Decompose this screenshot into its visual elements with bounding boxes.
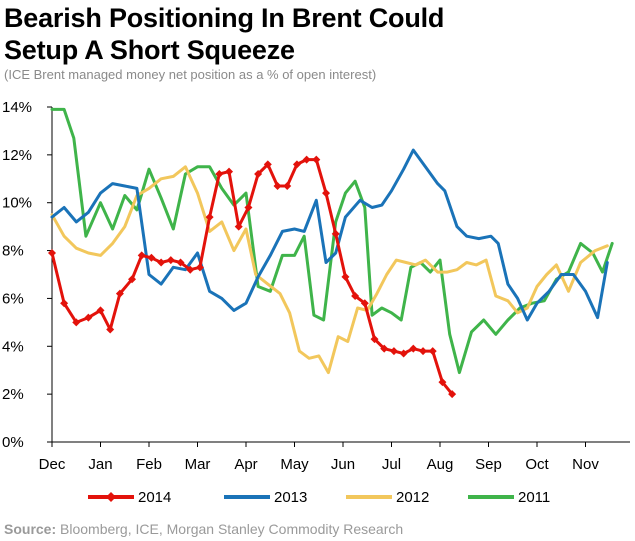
data-point-marker — [225, 167, 234, 176]
legend-item-2011: 2011 — [468, 489, 550, 506]
x-tick-label: Aug — [427, 456, 454, 473]
data-point-marker — [72, 318, 81, 327]
series-2013 — [50, 148, 609, 322]
data-point-marker — [399, 349, 408, 358]
data-point-marker — [389, 347, 398, 356]
data-point-marker — [302, 155, 311, 164]
legend-item-2013: 2013 — [224, 489, 307, 506]
data-point-marker — [254, 170, 263, 178]
data-point-marker — [263, 160, 272, 169]
data-point-marker — [292, 160, 301, 169]
data-point-marker — [60, 299, 69, 308]
legend-item-2014: 2014 — [88, 489, 171, 506]
series-line-2012 — [50, 165, 609, 375]
source-note: Source: Bloomberg, ICE, Morgan Stanley C… — [4, 521, 403, 537]
legend-marker — [106, 492, 116, 502]
x-tick-label: Jul — [382, 456, 401, 473]
data-point-marker — [428, 347, 437, 356]
chart-title-line-2: Setup A Short Squeeze — [4, 35, 295, 65]
data-point-marker — [48, 248, 56, 257]
chart-legend: 2014 2013 2012 2011 — [88, 489, 550, 506]
y-tick-label: 6% — [2, 290, 24, 307]
data-point-marker — [115, 289, 124, 298]
series-line-2013 — [50, 148, 609, 322]
data-point-marker — [370, 335, 379, 344]
data-point-marker — [147, 253, 156, 262]
data-point-marker — [166, 256, 175, 265]
chart-subtitle: (ICE Brent managed money net position as… — [4, 67, 377, 82]
legend-label: 2014 — [138, 489, 171, 506]
data-point-marker — [186, 265, 195, 274]
x-tick-label: Apr — [234, 456, 257, 473]
data-point-marker — [283, 181, 292, 190]
data-point-marker — [234, 222, 243, 231]
y-tick-label: 10% — [2, 195, 32, 212]
x-tick-label: Dec — [39, 456, 66, 473]
x-tick-label: Jan — [88, 456, 112, 473]
chart-title-line-1: Bearish Positioning In Brent Could — [4, 3, 445, 33]
legend-item-2012: 2012 — [346, 489, 429, 506]
legend-label: 2012 — [396, 489, 429, 506]
data-point-marker — [273, 181, 282, 190]
legend-label: 2013 — [274, 489, 307, 506]
x-tick-label: Feb — [136, 456, 162, 473]
data-point-marker — [137, 251, 146, 260]
data-point-marker — [244, 203, 253, 212]
x-tick-label: Sep — [475, 456, 502, 473]
series-2014 — [48, 155, 457, 399]
x-tick-label: Jun — [331, 456, 355, 473]
source-text: Bloomberg, ICE, Morgan Stanley Commodity… — [56, 521, 404, 537]
x-tick-label: Oct — [525, 456, 549, 473]
data-point-marker — [176, 258, 185, 267]
y-tick-label: 0% — [2, 434, 24, 451]
data-point-marker — [195, 263, 204, 272]
series-line-2014 — [50, 158, 454, 396]
source-label: Source: — [4, 521, 57, 537]
data-point-marker — [341, 272, 350, 281]
data-point-marker — [157, 258, 166, 267]
y-tick-label: 2% — [2, 386, 24, 403]
data-point-marker — [215, 170, 224, 178]
data-point-marker — [360, 299, 369, 308]
y-tick-label: 14% — [2, 99, 32, 116]
data-point-marker — [205, 213, 214, 222]
series-layer — [48, 107, 614, 399]
data-point-marker — [322, 189, 331, 198]
series-line-2011 — [50, 107, 614, 375]
x-tick-label: Nov — [572, 456, 599, 473]
series-2012 — [50, 165, 609, 375]
data-point-marker — [448, 390, 457, 399]
chart-axes: 0% 2% 4% 6% 8% 10% 12% 14% Dec Jan Feb Mar Apr May Jun… — [2, 99, 630, 473]
data-point-marker — [380, 344, 389, 353]
data-point-marker — [96, 306, 105, 315]
data-point-marker — [128, 275, 137, 284]
data-point-marker — [331, 229, 340, 238]
y-tick-label: 4% — [2, 338, 24, 355]
data-point-marker — [312, 155, 321, 164]
data-point-marker — [351, 292, 360, 301]
data-point-marker — [84, 313, 93, 322]
y-tick-label: 8% — [2, 243, 24, 260]
chart-title: Bearish Positioning In Brent Could Setup… — [4, 2, 444, 66]
data-point-marker — [419, 347, 428, 356]
data-point-marker — [106, 325, 115, 334]
series-2011 — [50, 107, 614, 375]
x-tick-label: Mar — [185, 456, 211, 473]
legend-label: 2011 — [518, 489, 550, 506]
y-tick-label: 12% — [2, 147, 32, 164]
x-tick-label: May — [280, 456, 309, 473]
data-point-marker — [438, 378, 447, 387]
data-point-marker — [409, 344, 418, 353]
